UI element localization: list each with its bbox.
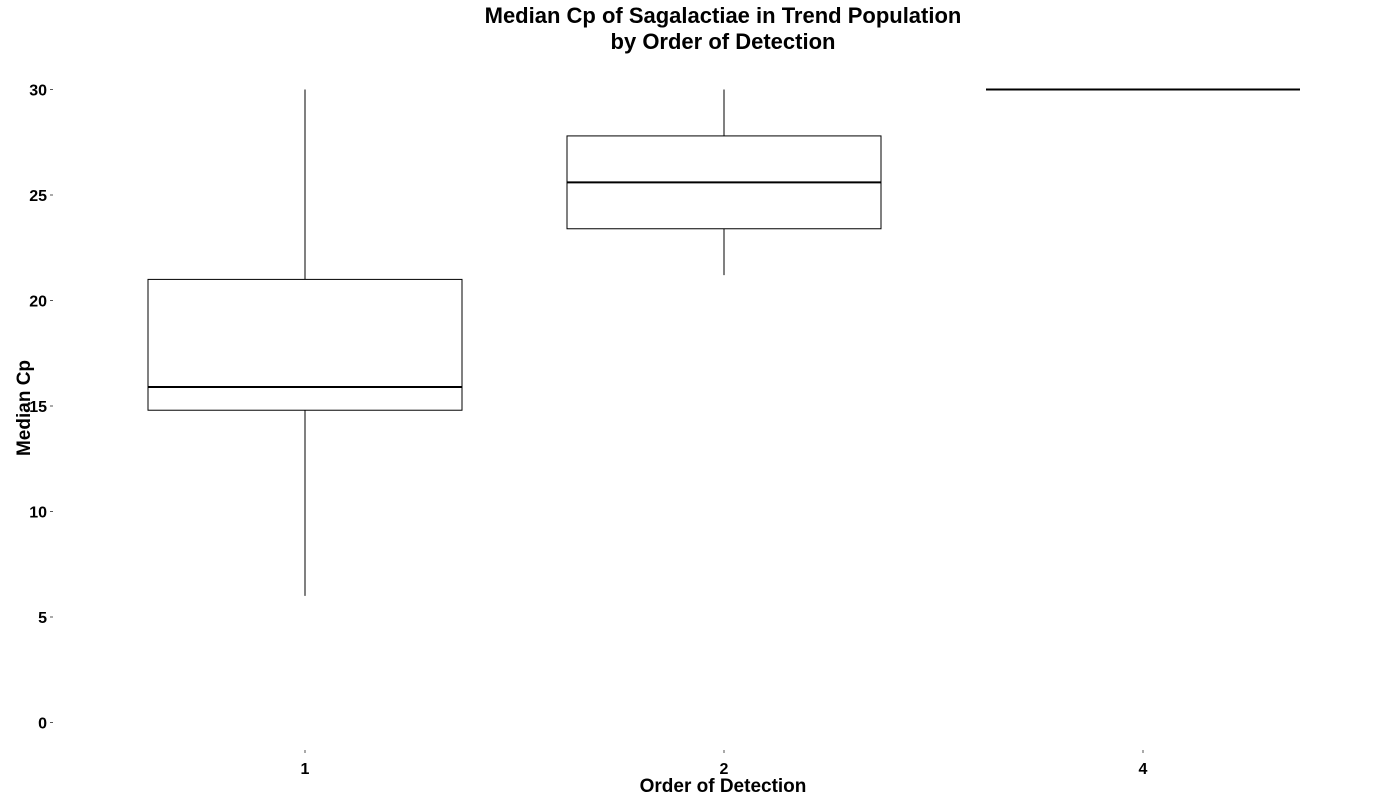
y-axis-label: Median Cp (14, 359, 35, 457)
y-tick-label: 5 (38, 610, 47, 627)
chart-title-line1: Median Cp of Sagalactiae in Trend Popula… (484, 3, 962, 28)
chart-title: Median Cp of Sagalactiae in Trend Popula… (0, 3, 1400, 55)
y-tick-label: 25 (29, 188, 47, 205)
y-tick-label: 15 (29, 399, 47, 416)
x-tick-label: 4 (1139, 761, 1148, 778)
box-iqr (147, 278, 463, 411)
y-tick-label: 0 (38, 716, 47, 733)
x-tick-label: 1 (301, 761, 310, 778)
chart-title-line2: by Order of Detection (610, 29, 836, 54)
y-tick-label: 20 (29, 294, 47, 311)
x-tick-label: 2 (720, 761, 729, 778)
y-tick-label: 10 (29, 505, 47, 522)
y-tick-label: 30 (29, 83, 47, 100)
x-axis-label: Order of Detection (639, 776, 807, 797)
